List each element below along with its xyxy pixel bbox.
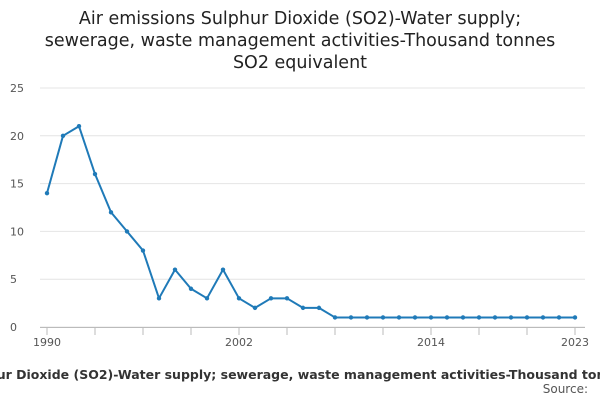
data-point-2023	[572, 315, 578, 320]
data-point-1991	[60, 133, 66, 138]
data-point-2017	[476, 315, 482, 320]
chart-title-line-2: sewerage, waste management activities-Th…	[44, 31, 556, 51]
data-point-1994	[108, 210, 114, 215]
data-point-1992	[76, 124, 82, 129]
grid-lines	[40, 87, 585, 328]
y-tick-label-10: 10	[10, 225, 24, 238]
data-point-2021	[540, 315, 546, 320]
data-point-1995	[124, 229, 130, 234]
series-layer	[44, 124, 578, 320]
y-tick-label-25: 25	[10, 82, 24, 95]
data-point-1998	[172, 267, 178, 272]
data-point-2002	[236, 296, 242, 301]
data-point-1990	[44, 190, 50, 196]
data-point-2019	[508, 315, 514, 320]
data-point-2005	[284, 296, 290, 301]
y-tick-label-15: 15	[10, 178, 24, 191]
data-point-2013	[412, 315, 418, 320]
y-tick-label-0: 0	[10, 321, 17, 334]
data-point-2001	[220, 267, 226, 272]
source-label: Source:	[542, 382, 588, 396]
x-tick-label-1990: 1990	[33, 336, 61, 349]
data-point-2003	[252, 305, 258, 311]
data-point-2008	[332, 315, 338, 320]
y-axis-tick-labels: 0 5 10 15 20 25	[10, 82, 24, 334]
x-axis-label-container: Air emissions Sulphur Dioxide (SO2)-Wate…	[0, 364, 600, 382]
data-point-1993	[92, 171, 98, 177]
data-point-2010	[364, 315, 370, 320]
data-point-2022	[556, 315, 562, 320]
data-point-2014	[428, 315, 434, 320]
x-axis	[40, 327, 585, 335]
x-axis-label: Air emissions Sulphur Dioxide (SO2)-Wate…	[0, 367, 600, 382]
data-point-1997	[156, 296, 162, 301]
data-point-2006	[300, 305, 306, 311]
series-line-0	[46, 125, 575, 319]
data-point-2004	[268, 296, 274, 301]
x-tick-label-2023: 2023	[561, 336, 589, 349]
data-point-1999	[188, 286, 194, 291]
data-point-2012	[396, 315, 402, 320]
y-tick-label-5: 5	[10, 273, 17, 286]
chart-title: Air emissions Sulphur Dioxide (SO2)-Wate…	[0, 8, 600, 74]
chart-title-line-3: SO2 equivalent	[232, 53, 368, 73]
data-point-1996	[140, 248, 146, 253]
data-point-2016	[460, 315, 466, 320]
x-tick-label-2014: 2014	[417, 336, 445, 349]
data-point-2011	[380, 315, 386, 320]
data-point-2018	[492, 315, 498, 320]
data-point-2015	[444, 315, 450, 320]
y-tick-label-20: 20	[10, 130, 24, 143]
data-point-2020	[524, 315, 530, 320]
data-point-2000	[204, 296, 210, 301]
x-axis-tick-labels: 1990 2002 2014 2023	[33, 336, 589, 349]
x-tick-label-2002: 2002	[225, 336, 253, 349]
data-point-2007	[316, 305, 322, 311]
data-point-2009	[348, 315, 354, 320]
chart-title-line-1: Air emissions Sulphur Dioxide (SO2)-Wate…	[78, 9, 522, 29]
